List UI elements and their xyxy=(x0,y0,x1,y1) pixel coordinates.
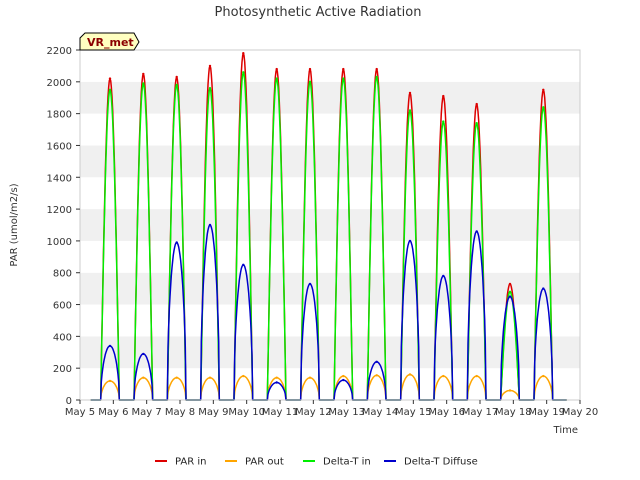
x-tick-label: May 5 xyxy=(65,407,95,418)
y-axis: 0 200 400 600 800 1000 1200 1400 1600 1800 2000 220… xyxy=(47,46,80,407)
x-tick-label: May 7 xyxy=(132,407,162,418)
y-tick-label: 0 xyxy=(66,396,72,407)
x-axis-label: Time xyxy=(553,425,578,436)
x-tick-label: May 20 xyxy=(562,407,599,418)
legend: PAR in PAR out Delta-T in Delta-T Diffuse xyxy=(155,457,478,468)
grid-band xyxy=(80,113,580,146)
y-tick-label: 2000 xyxy=(47,78,72,89)
x-tick-label: May 14 xyxy=(362,407,399,418)
x-tick-label: May 11 xyxy=(262,407,299,418)
y-tick-label: 1600 xyxy=(47,141,72,152)
y-axis-label: PAR (umol/m2/s) xyxy=(9,183,20,266)
grid-band xyxy=(80,81,580,114)
y-tick-label: 600 xyxy=(53,301,72,312)
grid-band xyxy=(80,209,580,241)
grid-band xyxy=(80,177,580,210)
x-tick-label: May 18 xyxy=(495,407,532,418)
grid-band xyxy=(80,336,580,369)
grid-band xyxy=(80,145,580,178)
y-tick-label: 800 xyxy=(53,269,72,280)
legend-label: Delta-T in xyxy=(323,457,371,468)
vr-met-badge: VR_met xyxy=(79,32,140,51)
x-tick-label: May 12 xyxy=(295,407,332,418)
x-tick-label: May 6 xyxy=(98,407,128,418)
y-tick-label: 200 xyxy=(53,364,72,375)
y-tick-label: 1200 xyxy=(47,205,72,216)
y-tick-label: 1400 xyxy=(47,173,72,184)
chart-title: Photosynthetic Active Radiation xyxy=(215,5,422,20)
grid-band xyxy=(80,240,580,273)
y-tick-label: 2200 xyxy=(47,46,72,57)
y-tick-label: 1800 xyxy=(47,110,72,121)
grid-band xyxy=(80,368,580,400)
x-tick-label: May 15 xyxy=(395,407,432,418)
legend-label: PAR in xyxy=(175,457,206,468)
grid-band xyxy=(80,272,580,305)
plot-frame xyxy=(79,49,581,401)
grid-band xyxy=(80,50,580,82)
x-tick-label: May 13 xyxy=(328,407,365,418)
x-tick-label: May 8 xyxy=(165,407,195,418)
x-tick-label: May 10 xyxy=(228,407,265,418)
legend-label: PAR out xyxy=(245,457,284,468)
x-tick-label: May 9 xyxy=(198,407,228,418)
y-tick-label: 1000 xyxy=(47,237,72,248)
legend-label: Delta-T Diffuse xyxy=(404,457,478,468)
x-tick-label: May 17 xyxy=(462,407,499,418)
plot-background xyxy=(80,50,580,400)
badge-label: VR_met xyxy=(87,36,134,49)
x-tick-label: May 19 xyxy=(528,407,565,418)
x-tick-label: May 16 xyxy=(428,407,465,418)
grid-band xyxy=(80,304,580,337)
badge-box xyxy=(79,32,140,51)
y-tick-label: 400 xyxy=(53,332,72,343)
